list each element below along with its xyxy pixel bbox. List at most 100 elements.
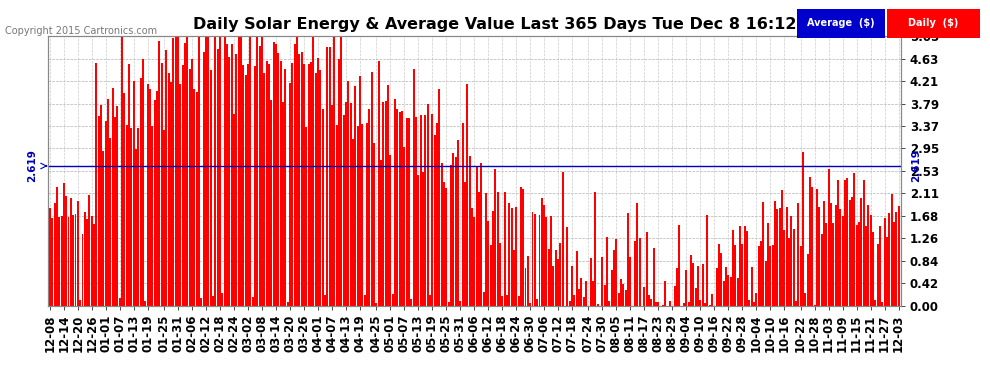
Bar [77,201,79,306]
Bar [648,295,650,306]
Bar [243,65,245,306]
Bar [135,149,137,306]
Bar [676,268,678,306]
Bar [121,37,123,306]
Bar [881,302,883,306]
Bar [537,299,539,306]
Bar [131,128,133,306]
Bar [802,152,804,306]
Bar [566,227,568,306]
Bar [748,300,750,306]
Bar [177,37,179,306]
Bar [592,281,594,306]
Bar [359,76,361,306]
Bar [585,280,587,306]
Bar [627,213,629,306]
Bar [764,261,766,306]
Bar [289,83,291,306]
Bar [160,63,162,306]
Bar [441,163,443,306]
Bar [690,255,692,306]
Bar [452,153,454,306]
Bar [678,225,680,306]
Bar [165,50,167,306]
Bar [699,300,701,306]
Bar [143,59,145,306]
Bar [494,169,496,306]
Bar [644,287,645,306]
Bar [117,106,119,306]
Bar [718,244,720,306]
Bar [760,240,762,306]
Bar [876,244,878,306]
Bar [891,194,893,306]
Bar [110,138,112,306]
Bar [874,300,876,306]
Bar [147,84,148,306]
Bar [429,295,431,306]
Bar [277,53,279,306]
Bar [114,117,116,306]
Bar [898,206,900,306]
Text: Average  ($): Average ($) [807,18,875,28]
Bar [265,61,267,306]
Bar [840,209,842,306]
Bar [886,237,888,306]
Bar [53,203,55,306]
Bar [454,157,456,306]
Bar [515,207,517,306]
Bar [685,270,687,306]
Bar [347,81,349,306]
Bar [613,251,615,306]
Bar [394,99,396,306]
Bar [294,44,296,306]
Bar [128,64,130,306]
Bar [755,293,757,306]
Bar [821,234,823,306]
Bar [695,288,697,306]
Bar [466,84,468,306]
Bar [618,293,620,306]
Bar [797,202,799,306]
Bar [341,37,343,306]
Bar [327,47,329,306]
Bar [366,123,368,306]
Bar [769,246,771,306]
Bar [865,226,867,306]
Bar [730,277,732,306]
Bar [707,215,709,306]
Bar [604,285,606,306]
Bar [853,173,855,306]
Bar [119,298,121,306]
Bar [702,264,704,306]
Bar [343,115,345,306]
Bar [823,201,825,306]
Bar [449,165,451,306]
Bar [812,187,814,306]
Bar [284,69,286,306]
Bar [373,143,375,306]
Bar [432,114,434,306]
Bar [837,180,839,306]
Bar [893,222,895,306]
Bar [170,82,172,306]
Bar [716,268,718,306]
Bar [771,245,773,306]
Bar [518,297,520,306]
Bar [774,201,776,306]
Bar [336,124,338,306]
Bar [280,62,282,306]
Bar [245,75,247,306]
Bar [616,240,618,306]
Bar [349,103,351,306]
Bar [191,59,193,306]
Bar [828,169,830,306]
Bar [544,206,545,306]
Bar [742,244,743,306]
Bar [721,253,723,306]
Bar [301,52,303,306]
Bar [609,301,611,306]
Bar [86,219,88,306]
Bar [471,208,473,306]
Bar [674,286,676,306]
